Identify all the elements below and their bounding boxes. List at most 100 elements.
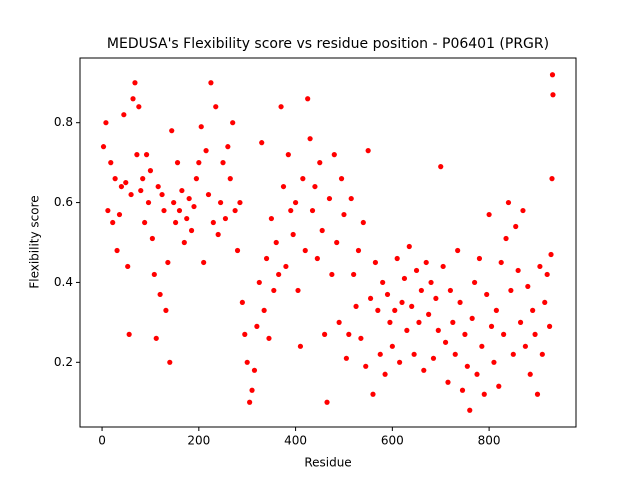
point bbox=[399, 299, 405, 306]
point bbox=[326, 195, 333, 202]
point bbox=[215, 231, 221, 238]
point bbox=[213, 104, 219, 110]
point bbox=[271, 287, 277, 294]
point bbox=[295, 287, 301, 294]
point bbox=[539, 351, 545, 357]
point bbox=[375, 307, 381, 313]
point bbox=[169, 128, 175, 134]
point bbox=[351, 271, 357, 278]
point bbox=[367, 295, 374, 302]
point bbox=[136, 104, 142, 110]
point bbox=[442, 339, 449, 345]
point bbox=[254, 323, 260, 329]
point bbox=[525, 283, 531, 290]
point bbox=[201, 259, 207, 266]
point bbox=[307, 136, 313, 142]
point bbox=[188, 227, 195, 234]
point bbox=[382, 371, 388, 377]
point bbox=[239, 299, 245, 306]
point bbox=[167, 359, 173, 365]
point bbox=[430, 355, 437, 361]
point bbox=[389, 343, 395, 349]
point bbox=[462, 331, 468, 337]
point bbox=[196, 160, 202, 166]
point bbox=[283, 263, 289, 270]
point bbox=[464, 363, 470, 369]
point bbox=[397, 359, 403, 365]
point bbox=[157, 291, 163, 298]
point bbox=[530, 307, 536, 313]
point bbox=[198, 124, 204, 130]
point bbox=[358, 335, 364, 341]
point bbox=[230, 120, 236, 126]
point bbox=[179, 187, 185, 194]
point bbox=[413, 267, 420, 274]
point bbox=[384, 291, 391, 298]
point bbox=[534, 391, 541, 397]
point bbox=[268, 215, 274, 222]
point bbox=[515, 267, 521, 274]
point bbox=[331, 152, 337, 158]
point bbox=[363, 363, 369, 369]
point bbox=[292, 199, 299, 206]
point bbox=[503, 235, 509, 242]
y-tick-label: 0.4 bbox=[54, 275, 73, 289]
point bbox=[484, 291, 490, 298]
point bbox=[433, 295, 439, 302]
point bbox=[123, 179, 129, 186]
point bbox=[450, 319, 456, 325]
point bbox=[445, 379, 451, 385]
point bbox=[171, 199, 177, 206]
point bbox=[394, 255, 400, 262]
point bbox=[173, 219, 179, 226]
point bbox=[322, 331, 328, 337]
point bbox=[163, 307, 169, 313]
point bbox=[132, 80, 138, 86]
point bbox=[138, 187, 144, 194]
point bbox=[517, 319, 524, 325]
point bbox=[285, 152, 291, 158]
point bbox=[232, 207, 238, 214]
point bbox=[210, 219, 216, 226]
x-tick-label: 400 bbox=[284, 434, 307, 448]
point bbox=[459, 387, 466, 393]
point bbox=[392, 307, 398, 313]
point bbox=[348, 195, 354, 202]
point bbox=[426, 311, 432, 317]
point bbox=[491, 359, 497, 365]
point bbox=[220, 160, 226, 166]
point bbox=[153, 335, 159, 341]
point bbox=[496, 383, 502, 389]
point bbox=[110, 219, 116, 226]
point bbox=[134, 152, 140, 158]
point bbox=[467, 407, 473, 413]
x-tick-label: 0 bbox=[98, 434, 106, 448]
point bbox=[380, 279, 386, 286]
point bbox=[481, 391, 487, 397]
point bbox=[227, 176, 233, 182]
point bbox=[145, 199, 152, 206]
point bbox=[476, 255, 483, 262]
point bbox=[370, 391, 376, 397]
point bbox=[151, 271, 157, 278]
point bbox=[508, 287, 514, 294]
point bbox=[474, 371, 480, 377]
point bbox=[550, 92, 556, 98]
point bbox=[112, 176, 118, 182]
point bbox=[186, 195, 192, 202]
point bbox=[302, 247, 308, 254]
chart-title: MEDUSA's Flexibility score vs residue po… bbox=[107, 36, 549, 52]
point bbox=[418, 287, 424, 294]
point bbox=[125, 263, 131, 270]
y-tick-label: 0.6 bbox=[54, 195, 73, 209]
point bbox=[247, 399, 253, 405]
point bbox=[242, 331, 248, 337]
point bbox=[217, 199, 224, 206]
point bbox=[118, 183, 125, 190]
point bbox=[143, 152, 150, 158]
point bbox=[513, 223, 519, 230]
point bbox=[266, 335, 272, 341]
point bbox=[234, 247, 241, 254]
point bbox=[438, 164, 444, 170]
